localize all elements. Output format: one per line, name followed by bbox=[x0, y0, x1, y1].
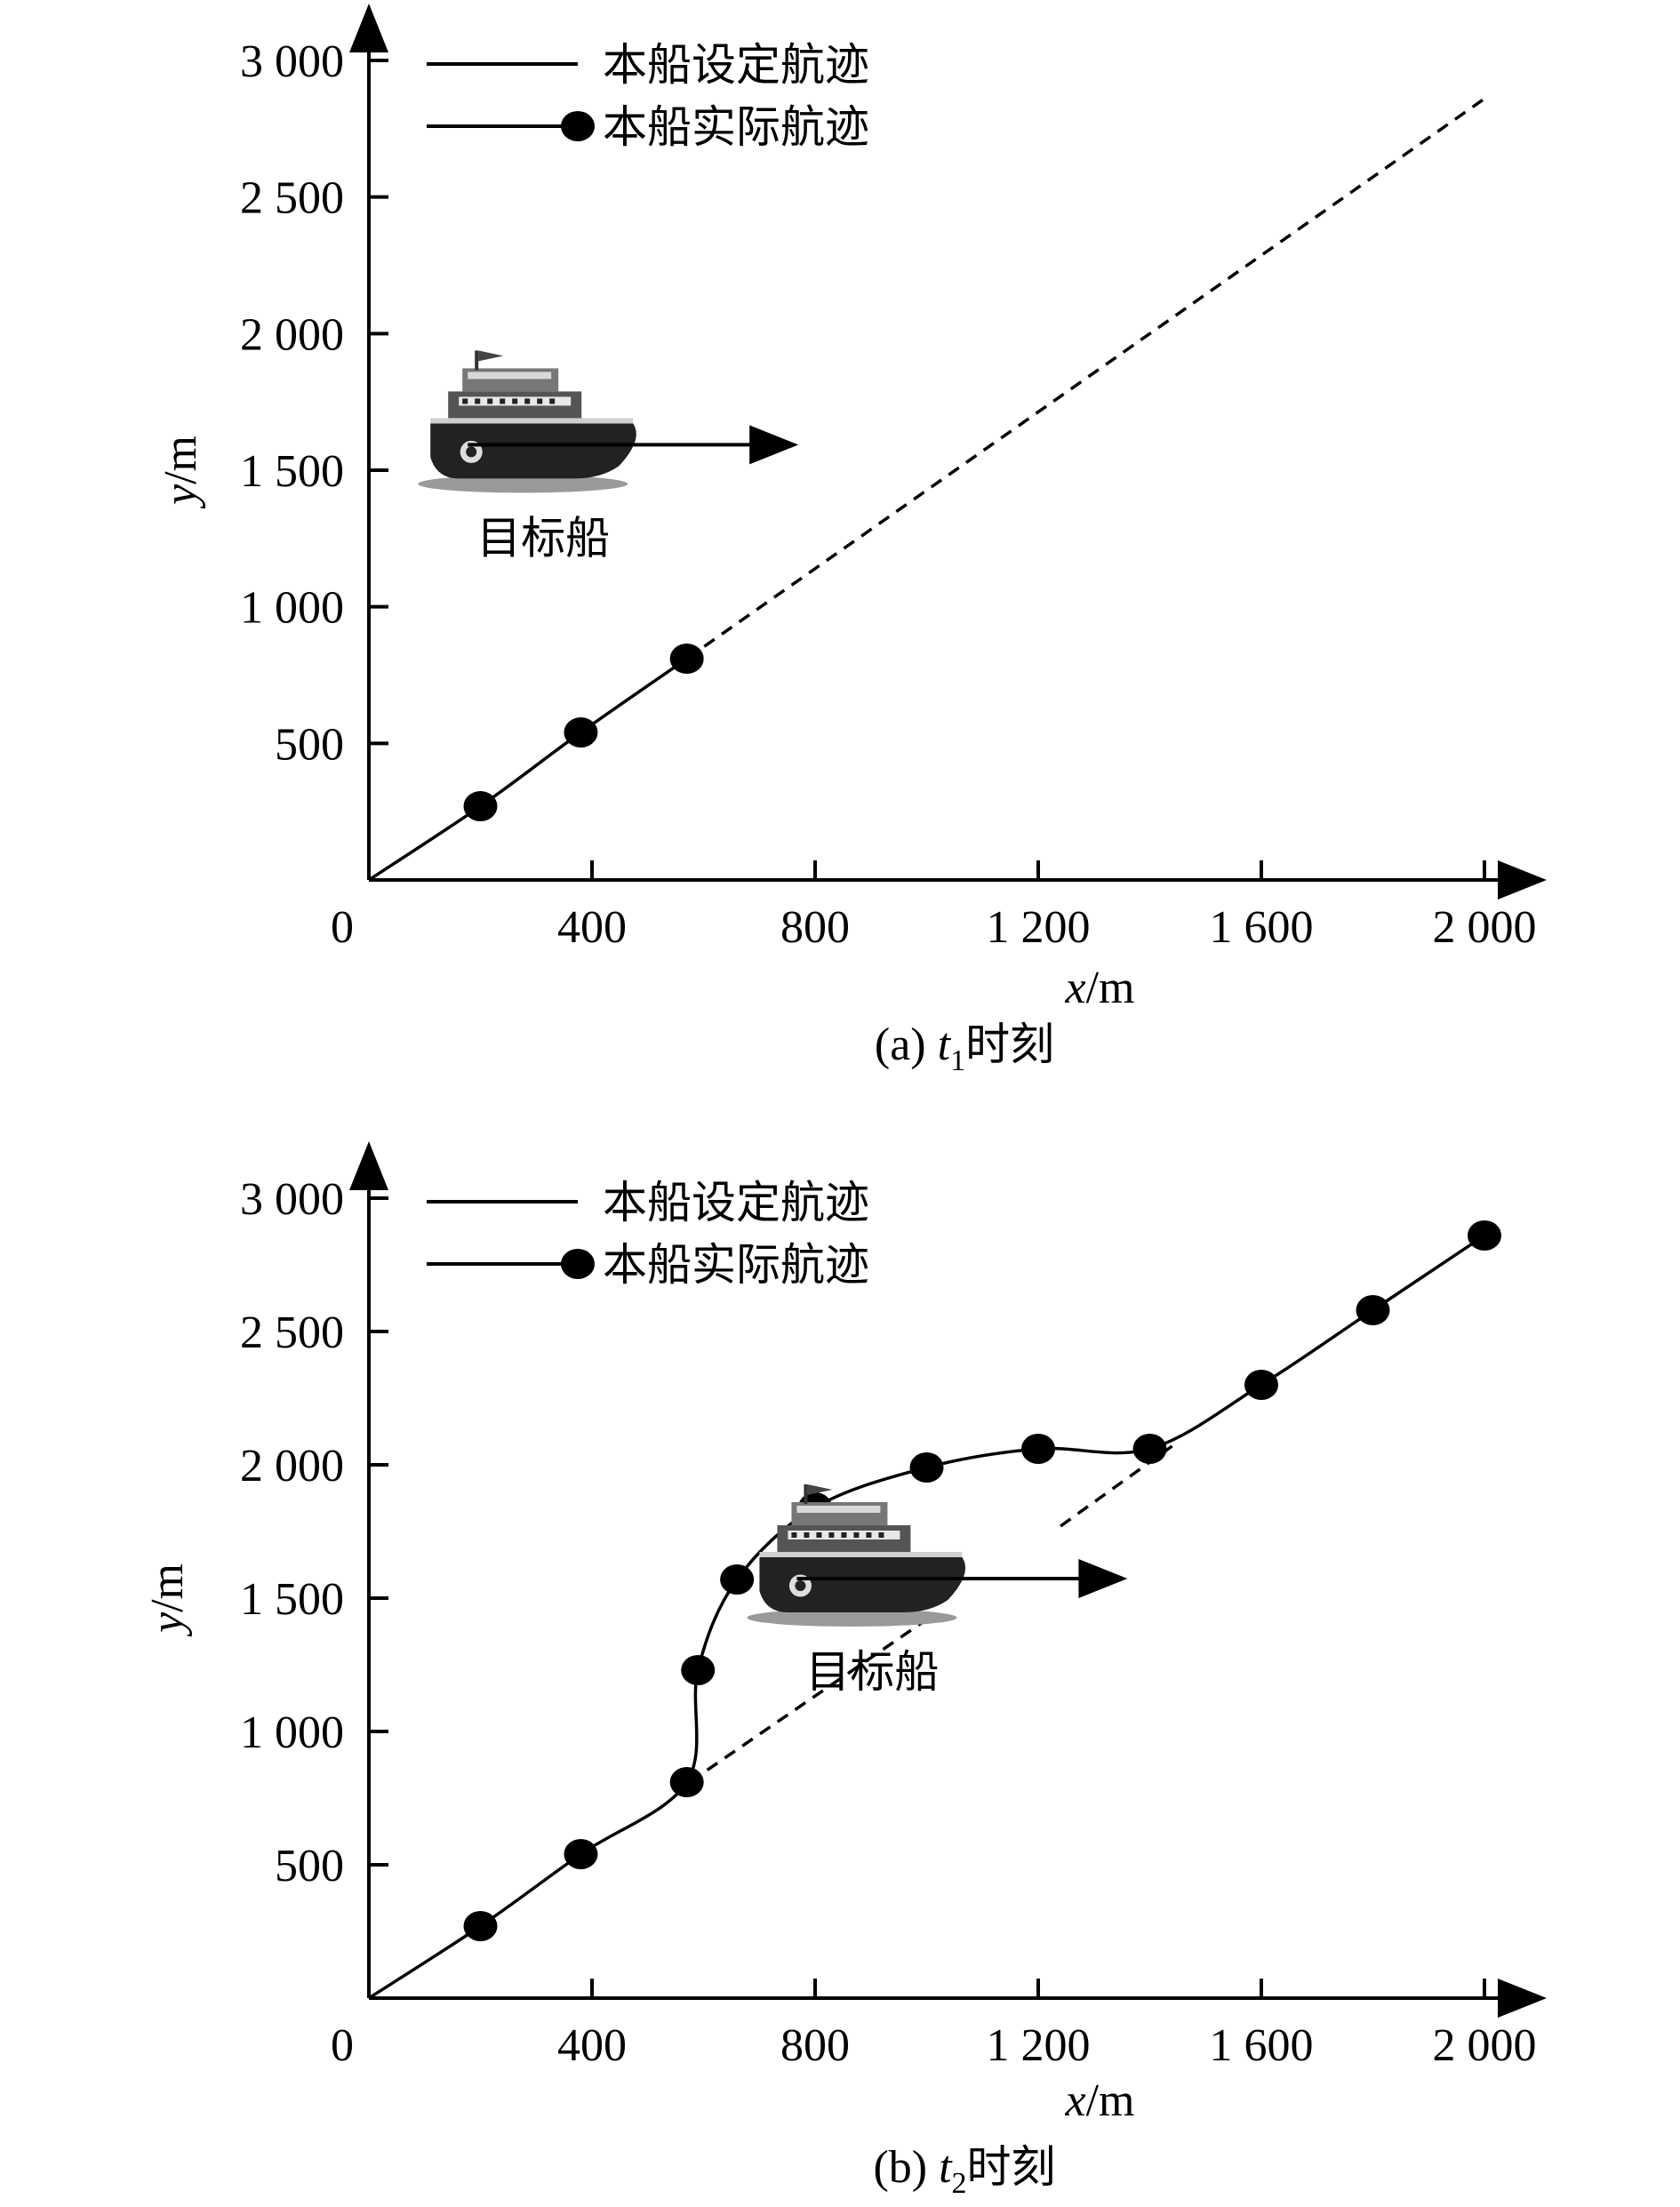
target-ship-icon bbox=[745, 1483, 967, 1628]
y-axis-var: y bbox=[156, 484, 206, 509]
ship-icon bbox=[745, 1483, 967, 1628]
x-axis-arrow bbox=[1498, 860, 1547, 900]
x-tick-label: 1 600 bbox=[1210, 902, 1314, 953]
x-tick-label: 400 bbox=[557, 2020, 627, 2071]
caption-prefix: (a) bbox=[875, 1020, 938, 1070]
actual-track-point bbox=[564, 1839, 598, 1869]
actual-track-point bbox=[1244, 1370, 1278, 1400]
y-tick-label: 2 000 bbox=[240, 1441, 344, 1491]
x-tick-label: 800 bbox=[780, 2020, 850, 2071]
legend-label-actual: 本船实际航迹 bbox=[603, 1239, 869, 1291]
y-tick-label: 1 000 bbox=[240, 1707, 344, 1758]
target-ship-heading-arrow bbox=[1078, 1559, 1128, 1598]
y-axis-var: y bbox=[142, 1611, 193, 1637]
actual-track-point bbox=[1356, 1295, 1390, 1325]
caption-b: (b) t2时刻 bbox=[873, 2141, 1055, 2200]
x-tick-label: 800 bbox=[780, 902, 850, 953]
target-ship-heading-arrow bbox=[749, 425, 799, 465]
x-axis-label: x/m bbox=[1065, 2075, 1135, 2126]
x-tick-label: 1 200 bbox=[987, 2020, 1091, 2071]
caption-a: (a) t1时刻 bbox=[875, 1019, 1054, 1077]
legend-marker-actual bbox=[561, 111, 595, 141]
actual-track-point bbox=[1468, 1220, 1501, 1251]
caption-suffix: 时刻 bbox=[965, 1019, 1054, 1070]
y-tick-label: 1 500 bbox=[240, 446, 344, 497]
actual-track-line bbox=[368, 657, 688, 882]
x-tick-label: 1 600 bbox=[1210, 2020, 1314, 2071]
x-axis-arrow bbox=[1498, 1979, 1547, 2018]
x-axis-var: x bbox=[1065, 2075, 1086, 2126]
y-tick-label: 500 bbox=[275, 719, 344, 770]
y-axis-arrow bbox=[349, 1141, 388, 1190]
x-axis-unit: /m bbox=[1086, 2075, 1135, 2126]
legend-marker-actual bbox=[561, 1249, 595, 1279]
y-axis-unit: /m bbox=[156, 436, 206, 484]
y-tick-label: 1 000 bbox=[240, 583, 344, 634]
y-axis-label: y/m bbox=[142, 1563, 193, 1637]
actual-track-point bbox=[1132, 1434, 1167, 1464]
y-tick-label: 3 000 bbox=[240, 36, 344, 87]
caption-var: t bbox=[938, 1020, 952, 1070]
y-axis-unit: /m bbox=[142, 1563, 193, 1612]
x-axis-var: x bbox=[1065, 963, 1086, 1013]
caption-suffix: 时刻 bbox=[967, 2141, 1056, 2193]
planned-track-line bbox=[688, 1618, 928, 1784]
caption-sub: 2 bbox=[952, 2167, 967, 2200]
x-axis-unit: /m bbox=[1086, 963, 1135, 1013]
actual-track-point bbox=[463, 791, 498, 822]
actual-track-point bbox=[720, 1564, 755, 1595]
x-tick-label: 400 bbox=[557, 902, 627, 953]
y-tick-label: 2 500 bbox=[240, 1307, 344, 1358]
target-ship-label: 目标船 bbox=[476, 512, 610, 564]
x-tick-label: 0 bbox=[331, 902, 354, 953]
x-axis-label: x/m bbox=[1065, 963, 1135, 1013]
caption-sub: 1 bbox=[950, 1044, 965, 1077]
legend-label-planned: 本船设定航迹 bbox=[603, 39, 869, 91]
actual-track-point bbox=[463, 1911, 498, 1941]
target-ship-icon bbox=[416, 348, 638, 494]
y-axis-arrow bbox=[349, 4, 388, 52]
target-ship-label: 目标船 bbox=[805, 1646, 939, 1698]
y-tick-label: 3 000 bbox=[240, 1174, 344, 1225]
actual-track-point bbox=[669, 1767, 704, 1797]
actual-track-point bbox=[669, 644, 704, 675]
y-tick-label: 2 000 bbox=[240, 309, 344, 360]
actual-track-point bbox=[564, 717, 598, 748]
chart-a: 0 400 800 1 200 1 600 2 000 500 1 000 1 500 2 000… bbox=[156, 4, 1547, 1077]
caption-var: t bbox=[939, 2142, 953, 2193]
actual-track-point bbox=[1021, 1434, 1055, 1464]
x-tick-label: 2 000 bbox=[1433, 902, 1537, 953]
planned-track-line bbox=[685, 97, 1486, 660]
actual-track-point bbox=[681, 1655, 716, 1685]
chart-b: 0 400 800 1 200 1 600 2 000 500 1 000 1 500 2 000… bbox=[142, 1141, 1547, 2200]
x-tick-label: 0 bbox=[331, 2020, 354, 2071]
y-axis-label: y/m bbox=[156, 436, 206, 509]
ship-icon bbox=[416, 348, 638, 494]
legend-label-actual: 本船实际航迹 bbox=[603, 101, 869, 153]
y-tick-label: 1 500 bbox=[240, 1574, 344, 1625]
y-tick-label: 2 500 bbox=[240, 173, 344, 224]
actual-track-point bbox=[909, 1452, 944, 1483]
legend-label-planned: 本船设定航迹 bbox=[603, 1177, 869, 1228]
caption-prefix: (b) bbox=[873, 2142, 939, 2193]
x-tick-label: 1 200 bbox=[987, 902, 1091, 953]
x-tick-label: 2 000 bbox=[1433, 2020, 1537, 2071]
y-tick-label: 500 bbox=[275, 1841, 344, 1891]
